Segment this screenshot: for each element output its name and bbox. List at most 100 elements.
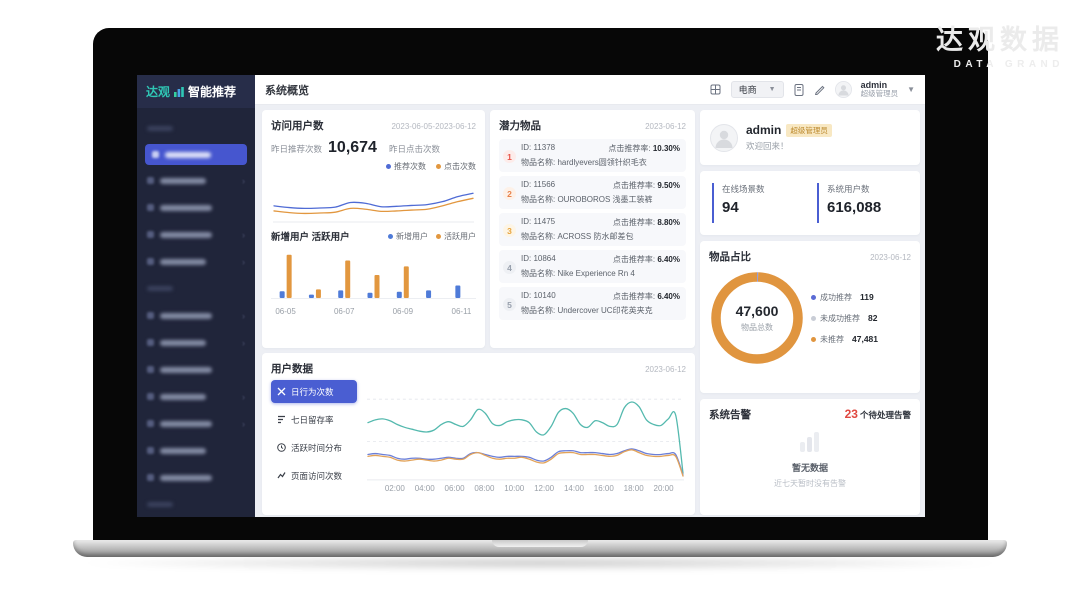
clock-icon xyxy=(277,443,286,452)
user-info[interactable]: admin 超级管理员 xyxy=(861,80,899,99)
menu-icon xyxy=(147,231,154,238)
items-donut-chart xyxy=(711,272,803,364)
menu-icon xyxy=(152,151,159,158)
item-name: 物品名称: hardlyevers圆领针织毛衣 xyxy=(521,158,647,167)
empty-subtitle: 近七天暂时没有告警 xyxy=(774,479,846,488)
chevron-right-icon: › xyxy=(242,310,245,321)
tab-daily-behavior[interactable]: 日行为次数 xyxy=(271,380,357,403)
panel-potential-items: 潜力物品 2023-06-12 1 ID: 11378 点击推荐率: 10.30%… xyxy=(490,110,695,348)
panel-date: 2023-06-12 xyxy=(645,365,686,374)
item-name: 物品名称: Nike Experience Rn 4 xyxy=(521,269,635,278)
click-count-label: 昨日点击次数 xyxy=(388,144,440,154)
grid-icon[interactable] xyxy=(710,84,722,96)
panel-visit-users: 访问用户数 2023-06-05-2023-06-12 昨日推荐次数 10,67… xyxy=(262,110,485,348)
list-item[interactable]: 1 ID: 11378 点击推荐率: 10.30% 物品名称: hardlyeve… xyxy=(499,139,686,172)
sidebar-item[interactable] xyxy=(137,464,255,491)
sidebar-item[interactable] xyxy=(137,194,255,221)
total-items-label: 物品总数 xyxy=(741,323,773,332)
empty-state: 暂无数据 近七天暂时没有告警 xyxy=(709,430,911,489)
sidebar-item[interactable]: › xyxy=(137,383,255,410)
rate-value: 6.40% xyxy=(657,255,680,264)
legend-label: 点击次数 xyxy=(444,162,476,171)
rate-label: 点击推荐率: xyxy=(612,218,656,227)
panel-date: 2023-06-12 xyxy=(645,122,686,131)
sidebar-item[interactable] xyxy=(137,437,255,464)
chevron-right-icon: › xyxy=(242,256,245,267)
chevron-right-icon: › xyxy=(242,337,245,348)
tab-label: 页面访问次数 xyxy=(291,470,343,481)
visits-line-chart xyxy=(273,192,474,223)
sidebar-item[interactable]: › xyxy=(137,410,255,437)
item-id: ID: 10864 xyxy=(521,254,556,263)
chevron-right-icon: › xyxy=(242,175,245,186)
avatar[interactable] xyxy=(834,81,852,98)
legend-dot xyxy=(811,294,816,300)
rate-value: 10.30% xyxy=(652,144,680,153)
donut-legend: 成功推荐 119 未成功推荐 82 未推荐 47,481 xyxy=(811,292,878,345)
legend-label: 成功推荐 xyxy=(820,292,852,302)
tick-label: 10:00 xyxy=(504,484,525,493)
panel-system-alerts: 系统告警 23 个待处理告警 暂无数据 近七天暂时没有告警 xyxy=(700,399,920,515)
sidebar-item[interactable]: › xyxy=(137,248,255,275)
scene-select[interactable]: 电商 ▼ xyxy=(730,81,784,98)
tab-active-time[interactable]: 活跃时间分布 xyxy=(271,436,357,459)
tick-label: 02:00 xyxy=(384,484,405,493)
chevron-down-icon[interactable]: ▼ xyxy=(907,85,915,94)
sidebar-item[interactable] xyxy=(137,356,255,383)
menu-icon xyxy=(147,312,154,319)
item-id: ID: 11475 xyxy=(521,217,556,226)
x-axis-ticks: 02:00 04:00 06:00 08:00 10:00 12:00 14:00 16:00… xyxy=(365,484,686,494)
list-item[interactable]: 3 ID: 11475 点击推荐率: 8.80% 物品名称: ACROSS 防水邮… xyxy=(499,213,686,246)
tab-retention[interactable]: 七日留存率 xyxy=(271,408,357,431)
panel-title: 系统告警 xyxy=(709,409,751,421)
tick-label: 06:00 xyxy=(444,484,465,493)
rank-badge: 5 xyxy=(503,298,516,311)
list-item[interactable]: 4 ID: 10864 点击推荐率: 6.40% 物品名称: Nike Exper… xyxy=(499,250,686,283)
sidebar-item[interactable]: › xyxy=(137,221,255,248)
total-items-value: 47,600 xyxy=(735,303,779,319)
scene-select-value: 电商 xyxy=(738,85,757,95)
sidebar-item[interactable]: › xyxy=(137,167,255,194)
menu-icon xyxy=(147,339,154,346)
panel-title: 潜力物品 xyxy=(499,120,541,132)
pending-alerts[interactable]: 23 个待处理告警 xyxy=(845,407,911,421)
metric-buttons: 日行为次数 七日留存率 活跃时间分布 页面访问次数 xyxy=(271,380,365,494)
top-bar-actions: 电商 ▼ admin xyxy=(710,80,915,99)
tick-label: 08:00 xyxy=(474,484,495,493)
sidebar-item[interactable]: › xyxy=(137,302,255,329)
item-name: 物品名称: OUROBOROS 浅墨工装裤 xyxy=(521,195,653,204)
list-item[interactable]: 2 ID: 11566 点击推荐率: 9.50% 物品名称: OUROBOROS … xyxy=(499,176,686,209)
daily-behavior-chart-area: 02:00 04:00 06:00 08:00 10:00 12:00 14:00 16:00… xyxy=(365,380,686,494)
rate-value: 6.40% xyxy=(657,292,680,301)
chevron-down-icon: ▼ xyxy=(768,86,776,93)
tab-page-visits[interactable]: 页面访问次数 xyxy=(271,464,357,487)
item-id: ID: 10140 xyxy=(521,291,556,300)
sidebar-section-label xyxy=(137,491,255,517)
chevron-right-icon: › xyxy=(242,229,245,240)
rate-label: 点击推荐率: xyxy=(612,255,656,264)
rate-label: 点击推荐率: xyxy=(608,144,651,153)
logo-product-text: 智能推荐 xyxy=(188,85,237,99)
document-icon[interactable] xyxy=(793,83,805,96)
legend-dot xyxy=(386,164,391,169)
list-item[interactable]: 5 ID: 10140 点击推荐率: 6.40% 物品名称: Undercover… xyxy=(499,287,686,320)
donut-center: 47,600 物品总数 xyxy=(709,270,805,366)
laptop-notch xyxy=(492,540,588,547)
chevron-right-icon: › xyxy=(242,391,245,402)
yesterday-stats: 昨日推荐次数 10,674 昨日点击次数 xyxy=(271,140,476,156)
legend-label: 新增用户 xyxy=(396,231,428,241)
empty-title: 暂无数据 xyxy=(791,463,828,473)
stats-card: 在线场景数 94 系统用户数 616,088 xyxy=(700,171,920,235)
potential-items-list: 1 ID: 11378 点击推荐率: 10.30% 物品名称: hardlyeve… xyxy=(499,139,686,320)
rank-badge: 1 xyxy=(503,150,516,163)
item-id: ID: 11566 xyxy=(521,180,556,189)
avatar xyxy=(710,123,738,152)
edit-icon[interactable] xyxy=(814,84,826,96)
sidebar-item[interactable]: › xyxy=(137,329,255,356)
menu-icon xyxy=(147,204,154,211)
legend-dot xyxy=(388,233,393,239)
sidebar-item-active[interactable] xyxy=(145,144,247,165)
sidebar: 达观 智能推荐 › › › › › xyxy=(137,75,255,517)
menu-icon xyxy=(147,474,154,481)
legend-dot xyxy=(811,336,816,342)
